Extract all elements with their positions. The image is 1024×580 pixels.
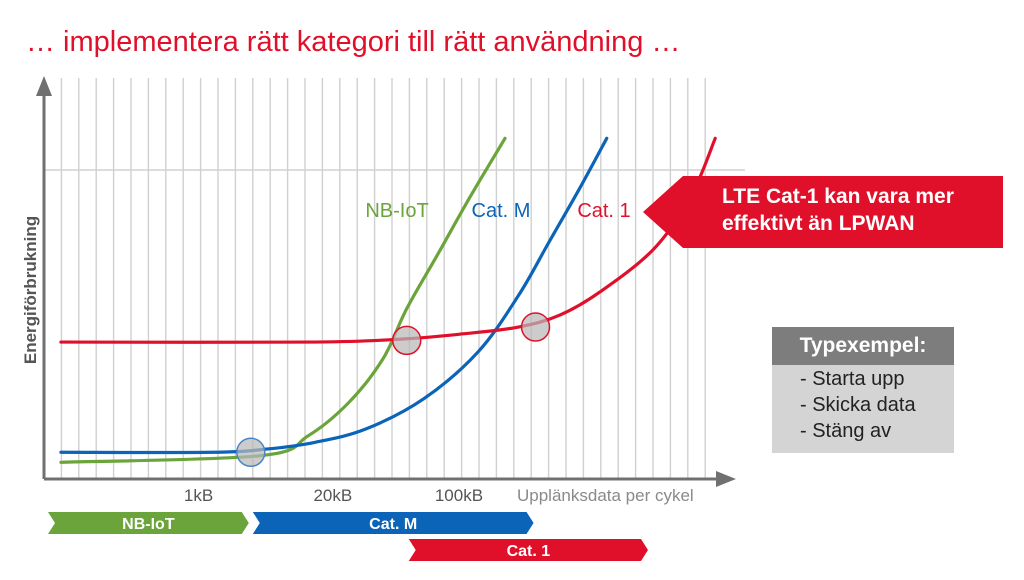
x-tick-label: 1kB [184, 486, 213, 505]
typexempel-list: - Starta upp - Skicka data - Stäng av [772, 365, 954, 453]
series-label-cat-1: Cat. 1 [577, 200, 630, 222]
series-line-cat-1 [59, 136, 717, 344]
x-tick-label: 20kB [313, 486, 352, 505]
intersection-marker [391, 325, 422, 356]
x-axis-label: Upplänksdata per cykel [517, 486, 694, 505]
callout-text: LTE Cat-1 kan vara mer effektivt än LPWA… [722, 183, 1002, 237]
range-bar-label-cat-1: Cat. 1 [507, 543, 551, 560]
series-line-cat-m [59, 136, 609, 455]
range-bar-nb-iot [48, 512, 249, 534]
y-axis-arrow [36, 76, 52, 96]
slide-title: … implementera rätt kategori till rätt a… [26, 26, 681, 58]
callout-line-1: LTE Cat-1 kan vara mer [722, 185, 954, 208]
typexempel-item: - Starta upp [800, 368, 905, 390]
x-axis-arrow [716, 471, 736, 487]
typexempel-item: - Stäng av [800, 420, 892, 442]
range-bar-label-nb-iot: NB-IoT [122, 516, 175, 533]
x-tick-label: 100kB [435, 486, 483, 505]
typexempel-item: - Skicka data [800, 394, 916, 416]
range-bar-cat-1 [408, 539, 648, 561]
intersection-marker [520, 312, 551, 342]
callout-line-2: effektivt än LPWAN [722, 212, 915, 235]
range-bar-cat-m [252, 512, 534, 534]
intersection-marker [236, 437, 266, 468]
range-bar-label-cat-m: Cat. M [369, 516, 417, 533]
callout-arrow [643, 176, 1003, 248]
series-line-nb-iot [59, 136, 507, 464]
series-label-cat-m: Cat. M [472, 200, 531, 222]
series-label-nb-iot: NB-IoT [365, 200, 428, 222]
y-axis-label: Energiförbrukning [21, 216, 40, 364]
typexempel-heading: Typexempel: [772, 327, 954, 365]
